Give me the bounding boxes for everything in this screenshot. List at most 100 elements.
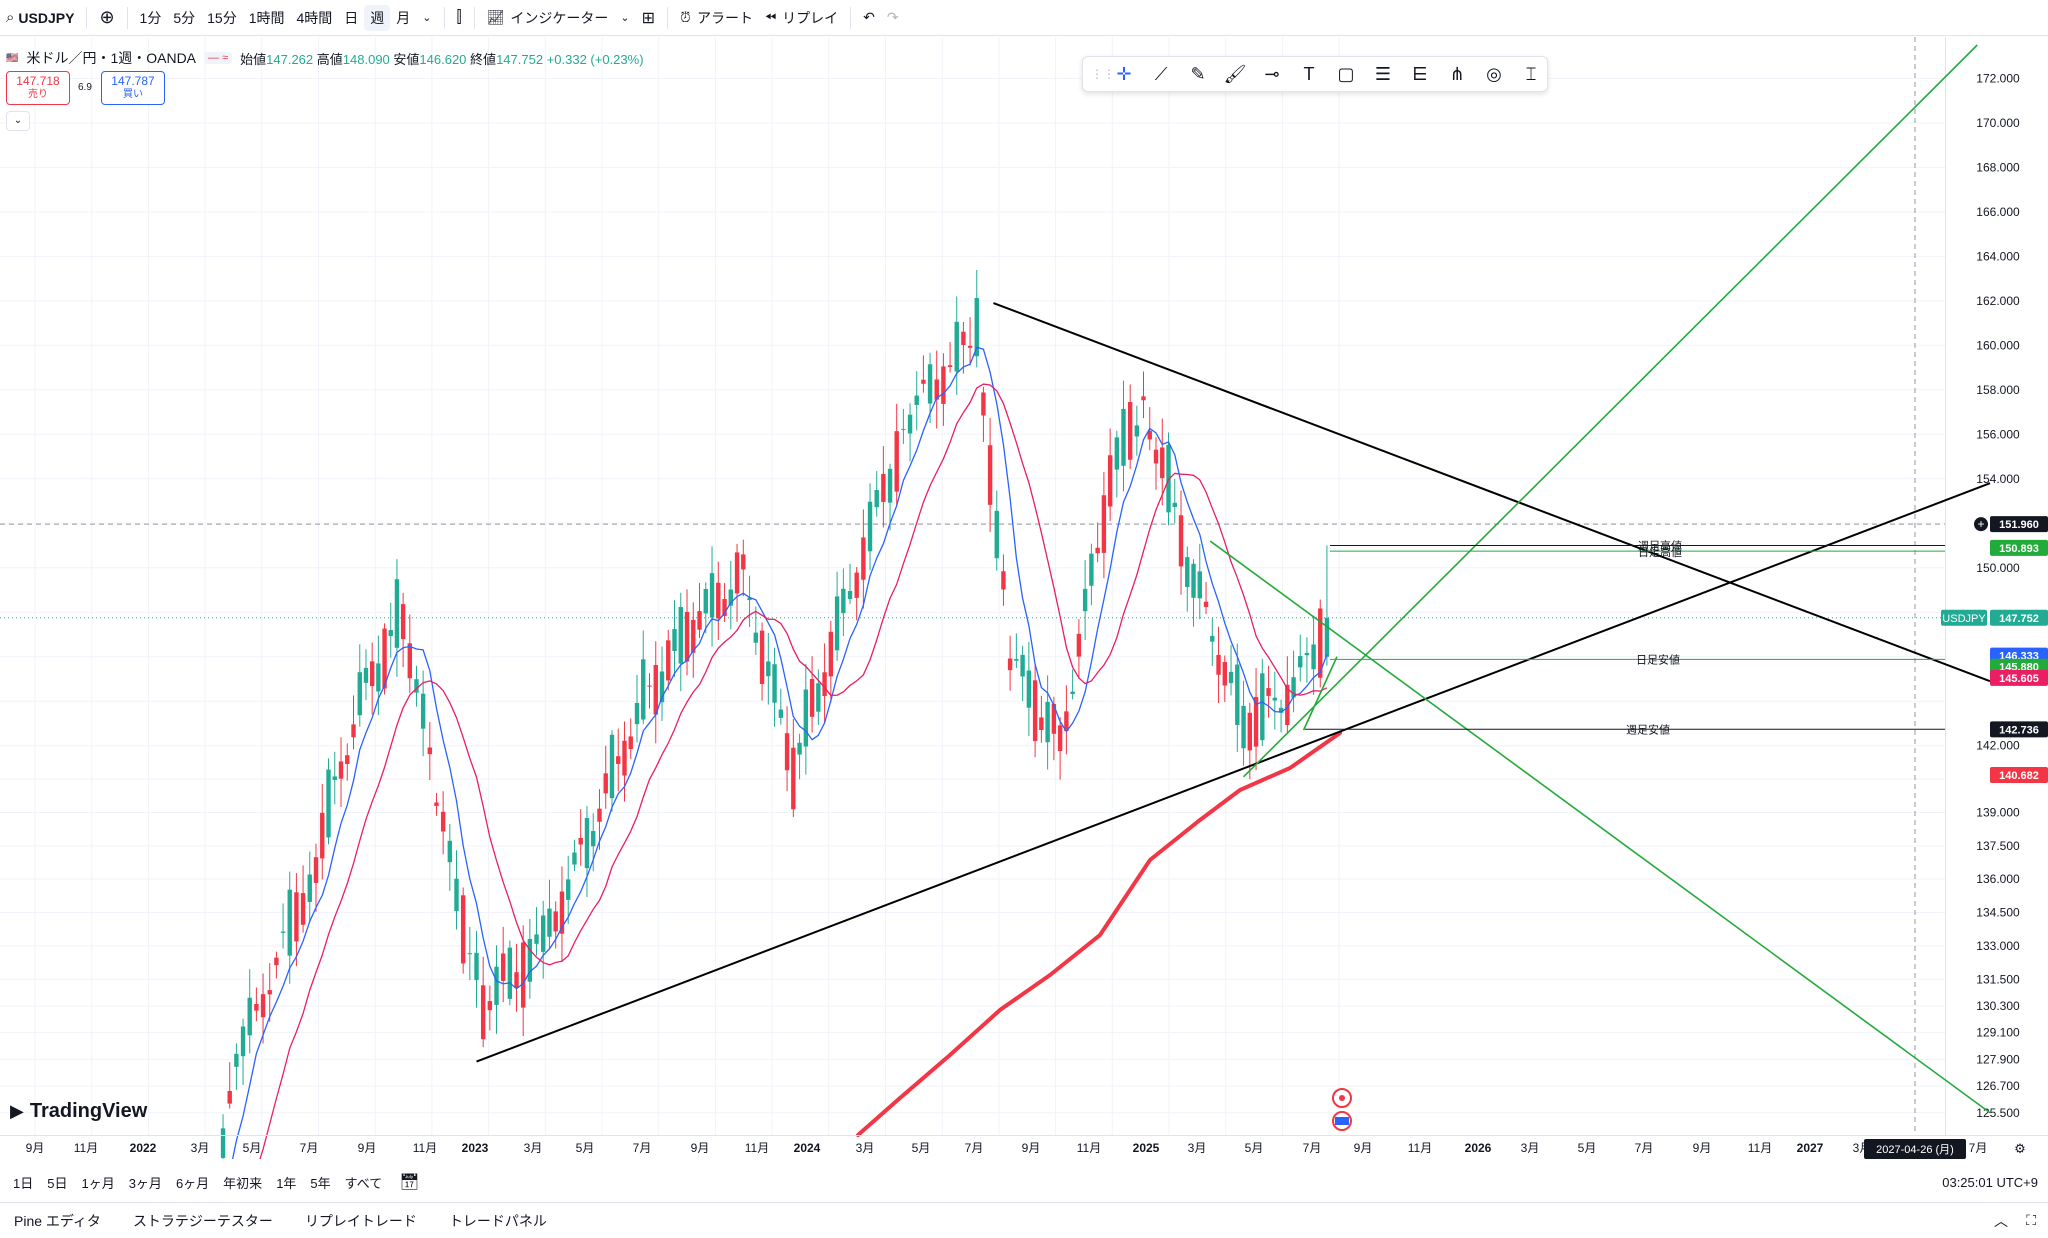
brush-icon[interactable]: 🖌︎	[1223, 63, 1247, 84]
alert-label: アラート	[696, 9, 753, 26]
candle-body	[1241, 705, 1246, 749]
channel-icon[interactable]: ⋿	[1412, 63, 1428, 84]
range-0[interactable]: 1日	[13, 1175, 34, 1191]
indicators-label: インジケーター	[510, 9, 609, 26]
timeframe-dropdown[interactable]: ⌄	[416, 0, 437, 36]
candle-body	[887, 468, 893, 503]
crosshair-icon[interactable]: ✛	[1116, 63, 1132, 84]
x-tick-label: 3月	[524, 1141, 543, 1155]
x-tick-label: 9月	[1693, 1141, 1712, 1155]
range-1[interactable]: 5日	[47, 1175, 68, 1191]
trend-line-green-down	[1209, 540, 1991, 1114]
candle-body	[559, 891, 565, 934]
fib-icon[interactable]: ☰	[1374, 63, 1392, 84]
candle-body	[678, 606, 683, 664]
candle-body	[487, 1001, 493, 1011]
trendline-icon[interactable]: ⟋	[1154, 63, 1168, 84]
panel-tab-1[interactable]: ストラテジーテスター	[132, 1212, 273, 1229]
candle-body	[1057, 725, 1063, 752]
candle-body	[753, 632, 759, 643]
range-4[interactable]: 6ヶ月	[175, 1175, 210, 1191]
timeframe-0[interactable]: 1分	[139, 9, 162, 26]
open-value: 147.262	[266, 51, 314, 67]
price-chart[interactable]: 172.000 170.000 168.000 166.000 164.000 162.0…	[0, 37, 2048, 1159]
timeframe-5[interactable]: 日	[344, 9, 359, 26]
legend-title[interactable]: 米ドル／円・1週・OANDA	[26, 50, 197, 66]
layout-button[interactable]: ⊞	[636, 0, 661, 36]
x-tick-label: 9月	[691, 1141, 710, 1155]
range-6[interactable]: 1年	[276, 1175, 297, 1191]
panel-tab-0[interactable]: Pine エディタ	[14, 1212, 101, 1229]
circle-icon[interactable]: ◎	[1486, 63, 1502, 84]
y-tick-label: 170.000	[1976, 116, 2020, 130]
range-8[interactable]: すべて	[344, 1175, 383, 1191]
range-2[interactable]: 1ヶ月	[81, 1175, 115, 1191]
redo-button[interactable]: ↷	[881, 0, 905, 36]
x-tick-label: 7月	[1303, 1141, 1322, 1155]
candle-body	[784, 733, 790, 771]
timeframe-3[interactable]: 1時間	[248, 9, 285, 26]
rectangle-icon[interactable]: ▢	[1337, 63, 1355, 84]
candle-body	[622, 740, 627, 776]
chart-type-button[interactable]: ⫿	[451, 0, 468, 36]
maximize-icon[interactable]: ⛶	[2026, 1212, 2036, 1228]
price-label-bg	[1990, 767, 2048, 784]
sell-button[interactable]: 147.718 売り	[6, 71, 70, 105]
y-tick-label: 131.500	[1976, 972, 2020, 986]
candle-body	[1014, 658, 1019, 661]
x-tick-label: 9月	[1354, 1141, 1373, 1155]
ma-mid	[259, 383, 1328, 1159]
candle-body	[1166, 444, 1171, 513]
timeframe-2[interactable]: 15分	[207, 9, 237, 26]
alert-button[interactable]: ⏰︎ アラート	[674, 0, 759, 36]
candle-body	[1153, 449, 1159, 464]
panel-tab-3[interactable]: トレードパネル	[448, 1212, 547, 1229]
text-icon[interactable]: T	[1303, 63, 1315, 84]
panel-tab-2[interactable]: リプレイトレード	[304, 1212, 417, 1229]
replay-button[interactable]: ⏪︎ リプレイ	[759, 0, 844, 36]
candle-body	[454, 878, 459, 912]
drag-handle-icon[interactable]: ⋮⋮	[1091, 67, 1115, 81]
calendar-icon[interactable]: 📅︎	[399, 1174, 420, 1191]
undo-button[interactable]: ↶	[857, 0, 881, 36]
candle-body	[994, 510, 999, 559]
pen-icon[interactable]: ✎	[1190, 63, 1206, 84]
clock[interactable]: 03:25:01 UTC+9	[1942, 1175, 2038, 1190]
compare-button[interactable]: ⊕	[93, 0, 120, 36]
horizontal-ray-icon[interactable]: ⊸	[1264, 63, 1280, 84]
buy-button[interactable]: 147.787 買い	[101, 71, 165, 105]
candle-body	[1114, 437, 1120, 470]
candle-body	[460, 895, 466, 964]
candle-body	[527, 938, 533, 982]
candle-body	[227, 1091, 232, 1104]
timeframe-7[interactable]: 月	[396, 9, 411, 26]
price-label: 142.736	[1999, 724, 2039, 736]
candle-body	[407, 643, 412, 679]
legend-collapse-button[interactable]: ⌄	[6, 111, 30, 131]
candle-body	[854, 572, 859, 598]
chevron-up-icon[interactable]: ︿	[1994, 1212, 2008, 1229]
timeframe-6[interactable]: 週	[364, 4, 391, 31]
candle-body	[280, 931, 286, 933]
candle-body	[791, 747, 796, 810]
y-tick-label: 154.000	[1976, 472, 2020, 486]
range-7[interactable]: 5年	[310, 1175, 331, 1191]
candle-body	[867, 501, 873, 552]
tradingview-logo[interactable]: ▶︎ TradingView	[10, 1100, 147, 1123]
legend-eye-toggle[interactable]: — ≈	[204, 52, 233, 64]
indicators-button[interactable]: 📈︎ インジケーター	[481, 0, 615, 36]
range-5[interactable]: 年初来	[223, 1175, 263, 1191]
pitchfork-icon[interactable]: ⋔	[1449, 63, 1465, 84]
range-3[interactable]: 3ヶ月	[128, 1175, 162, 1191]
measure-icon[interactable]: ⌶	[1525, 63, 1537, 84]
candle-body	[759, 630, 765, 684]
timeframe-4[interactable]: 4時間	[296, 9, 333, 26]
candle-body	[1107, 455, 1113, 507]
symbol-search[interactable]: ⌕ USDJPY	[0, 0, 80, 36]
y-tick-label: 125.500	[1976, 1106, 2020, 1120]
y-tick-label: 164.000	[1976, 249, 2020, 263]
grid-icon: ⊞	[641, 9, 656, 27]
indicators-dropdown[interactable]: ⌄	[614, 0, 635, 36]
timeframe-1[interactable]: 5分	[173, 9, 196, 26]
candle-body	[1178, 515, 1184, 567]
